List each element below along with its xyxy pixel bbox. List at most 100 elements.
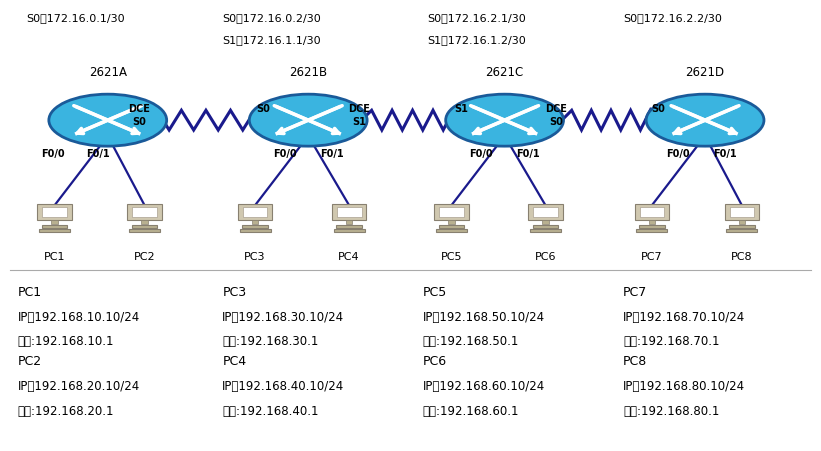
Text: S0：172.16.0.2/30: S0：172.16.0.2/30 [222, 13, 321, 23]
Text: 网关:192.168.70.1: 网关:192.168.70.1 [623, 335, 720, 348]
FancyBboxPatch shape [530, 229, 561, 232]
Text: PC3: PC3 [245, 253, 266, 262]
FancyBboxPatch shape [333, 229, 365, 232]
Text: PC1: PC1 [44, 253, 66, 262]
Text: S0: S0 [652, 104, 665, 114]
Ellipse shape [446, 94, 563, 146]
Text: IP：192.168.40.10/24: IP：192.168.40.10/24 [222, 380, 345, 393]
FancyBboxPatch shape [243, 207, 268, 217]
Text: IP：192.168.20.10/24: IP：192.168.20.10/24 [18, 380, 140, 393]
FancyBboxPatch shape [337, 225, 362, 228]
FancyBboxPatch shape [438, 225, 465, 228]
Text: 网关:192.168.40.1: 网关:192.168.40.1 [222, 405, 319, 418]
Ellipse shape [250, 94, 367, 146]
Text: F0/1: F0/1 [86, 149, 110, 159]
Text: 网关:192.168.80.1: 网关:192.168.80.1 [623, 405, 720, 418]
FancyBboxPatch shape [529, 204, 562, 220]
Text: DCE: DCE [348, 104, 370, 114]
FancyBboxPatch shape [725, 204, 759, 220]
FancyBboxPatch shape [533, 225, 558, 228]
FancyBboxPatch shape [238, 204, 273, 220]
Text: S1：172.16.1.2/30: S1：172.16.1.2/30 [427, 35, 525, 45]
FancyBboxPatch shape [730, 207, 754, 217]
FancyBboxPatch shape [127, 204, 162, 220]
Text: S0：172.16.2.2/30: S0：172.16.2.2/30 [623, 13, 722, 23]
FancyBboxPatch shape [39, 229, 70, 232]
Text: S0：172.16.0.1/30: S0：172.16.0.1/30 [26, 13, 125, 23]
Text: PC4: PC4 [222, 355, 246, 368]
Text: F0/0: F0/0 [667, 149, 690, 159]
FancyBboxPatch shape [636, 229, 667, 232]
Text: S0: S0 [256, 104, 270, 114]
Text: 2621C: 2621C [485, 66, 524, 79]
Text: PC6: PC6 [534, 253, 557, 262]
FancyBboxPatch shape [639, 225, 665, 228]
Text: PC8: PC8 [731, 253, 753, 262]
Text: F0/1: F0/1 [713, 149, 736, 159]
Text: PC6: PC6 [423, 355, 447, 368]
FancyBboxPatch shape [240, 229, 270, 232]
Text: 网关:192.168.10.1: 网关:192.168.10.1 [18, 335, 114, 348]
FancyBboxPatch shape [242, 225, 268, 228]
Text: S0：172.16.2.1/30: S0：172.16.2.1/30 [427, 13, 525, 23]
FancyBboxPatch shape [649, 220, 655, 224]
Text: S0: S0 [549, 117, 563, 128]
Text: IP：192.168.70.10/24: IP：192.168.70.10/24 [623, 311, 745, 324]
Text: S1: S1 [454, 104, 468, 114]
FancyBboxPatch shape [439, 207, 464, 217]
FancyBboxPatch shape [543, 220, 548, 224]
Text: PC5: PC5 [423, 286, 447, 299]
Text: PC2: PC2 [134, 253, 155, 262]
FancyBboxPatch shape [132, 207, 157, 217]
Text: PC4: PC4 [338, 253, 360, 262]
Text: DCE: DCE [545, 104, 567, 114]
Text: S1: S1 [352, 117, 366, 128]
Text: PC1: PC1 [18, 286, 42, 299]
Text: F0/0: F0/0 [41, 149, 65, 159]
FancyBboxPatch shape [252, 220, 258, 224]
Text: 网关:192.168.50.1: 网关:192.168.50.1 [423, 335, 519, 348]
Text: F0/1: F0/1 [516, 149, 540, 159]
Text: IP：192.168.10.10/24: IP：192.168.10.10/24 [18, 311, 140, 324]
FancyBboxPatch shape [727, 229, 757, 232]
Text: PC3: PC3 [222, 286, 246, 299]
FancyBboxPatch shape [729, 225, 754, 228]
FancyBboxPatch shape [42, 225, 67, 228]
FancyBboxPatch shape [129, 229, 160, 232]
Text: 2621A: 2621A [89, 66, 126, 79]
FancyBboxPatch shape [640, 207, 664, 217]
Text: 网关:192.168.60.1: 网关:192.168.60.1 [423, 405, 519, 418]
Text: F0/0: F0/0 [273, 149, 297, 159]
Text: PC8: PC8 [623, 355, 648, 368]
FancyBboxPatch shape [434, 204, 469, 220]
Ellipse shape [48, 94, 167, 146]
Text: PC5: PC5 [441, 253, 462, 262]
Text: PC2: PC2 [18, 355, 42, 368]
FancyBboxPatch shape [739, 220, 745, 224]
FancyBboxPatch shape [131, 225, 158, 228]
Text: 网关:192.168.30.1: 网关:192.168.30.1 [222, 335, 319, 348]
Text: IP：192.168.60.10/24: IP：192.168.60.10/24 [423, 380, 545, 393]
Ellipse shape [646, 94, 764, 146]
Text: 2621B: 2621B [289, 66, 328, 79]
Text: 2621D: 2621D [686, 66, 725, 79]
Text: F0/1: F0/1 [320, 149, 344, 159]
Text: S0: S0 [132, 117, 146, 128]
FancyBboxPatch shape [38, 204, 71, 220]
FancyBboxPatch shape [332, 204, 366, 220]
Text: S1：172.16.1.1/30: S1：172.16.1.1/30 [222, 35, 321, 45]
FancyBboxPatch shape [337, 207, 361, 217]
Text: F0/0: F0/0 [469, 149, 493, 159]
Text: PC7: PC7 [641, 253, 663, 262]
Text: IP：192.168.50.10/24: IP：192.168.50.10/24 [423, 311, 545, 324]
FancyBboxPatch shape [533, 207, 558, 217]
FancyBboxPatch shape [448, 220, 455, 224]
Text: IP：192.168.80.10/24: IP：192.168.80.10/24 [623, 380, 745, 393]
Text: IP：192.168.30.10/24: IP：192.168.30.10/24 [222, 311, 345, 324]
FancyBboxPatch shape [42, 207, 67, 217]
FancyBboxPatch shape [52, 220, 57, 224]
Text: 网关:192.168.20.1: 网关:192.168.20.1 [18, 405, 114, 418]
FancyBboxPatch shape [436, 229, 467, 232]
FancyBboxPatch shape [346, 220, 352, 224]
FancyBboxPatch shape [141, 220, 148, 224]
